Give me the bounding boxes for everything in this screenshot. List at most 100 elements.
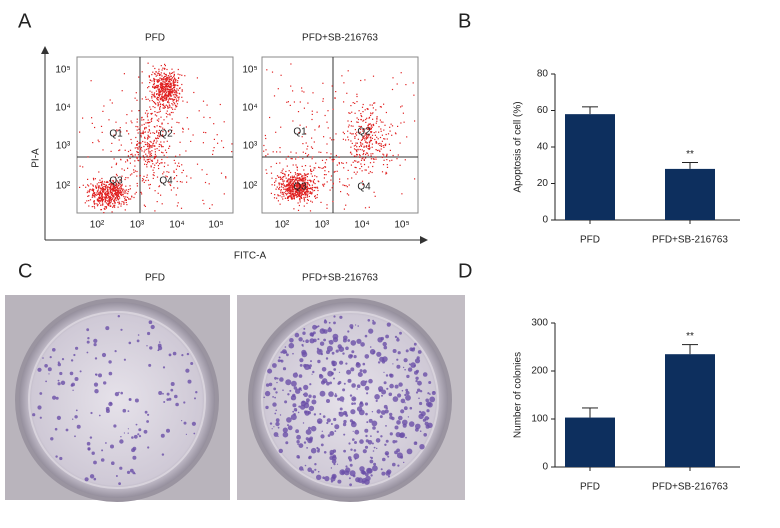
cell-dot [169,72,170,73]
cell-dot [350,140,351,141]
cell-dot [358,122,359,123]
cell-dot [180,142,181,143]
colony [339,316,342,319]
cell-dot [370,113,371,114]
cell-dot [109,205,110,206]
colony [302,345,303,346]
colony [115,350,117,352]
cell-dot [171,89,172,90]
cell-dot [138,77,139,78]
colony [128,433,129,434]
colony [308,395,311,398]
colony [329,456,333,460]
cell-dot [157,160,158,161]
cell-dot [101,198,102,199]
cell-dot [364,140,365,141]
cell-dot [290,193,291,194]
colony [348,442,350,444]
y-tick-label: 10² [56,181,71,192]
colony [184,422,187,425]
cell-dot [117,194,118,195]
colony [175,403,179,407]
cell-dot [343,167,344,168]
cell-dot [281,172,282,173]
colony [415,377,418,380]
cell-dot [154,83,155,84]
cell-dot [283,189,284,190]
cell-dot [83,185,84,186]
cell-dot [300,125,301,126]
cell-dot [266,173,267,174]
cell-dot [202,200,203,201]
photo-title: PFD+SB-216763 [302,273,378,284]
cell-dot [299,205,300,206]
cell-dot [303,169,304,170]
cell-dot [121,168,122,169]
colony [388,476,390,478]
cell-dot [153,78,154,79]
cell-dot [265,155,266,156]
colony [285,379,291,385]
cell-dot [104,206,105,207]
cell-dot [158,69,159,70]
cell-dot [370,123,371,124]
cell-dot [286,158,287,159]
colony [357,384,361,388]
cell-dot [176,101,177,102]
cell-dot [115,191,116,192]
colony [133,447,137,451]
cell-dot [326,204,327,205]
cell-dot [353,162,354,163]
cell-dot [307,196,308,197]
cell-dot [375,135,376,136]
cell-dot [356,121,357,122]
cell-dot [106,206,107,207]
cell-dot [162,93,163,94]
cell-dot [97,183,98,184]
cell-dot [384,138,385,139]
colony [272,396,274,398]
colony [365,335,368,338]
cell-dot [123,196,124,197]
colony [349,459,352,462]
cell-dot [106,202,107,203]
cell-dot [295,158,296,159]
cell-dot [223,147,224,148]
cell-dot [288,192,289,193]
cell-dot [163,86,164,87]
colony [384,444,386,446]
cell-dot [139,146,140,147]
cell-dot [395,132,396,133]
cell-dot [212,154,213,155]
cell-dot [339,181,340,182]
cell-dot [158,104,159,105]
cell-dot [386,134,387,135]
cell-dot [402,105,403,106]
colony [351,422,357,428]
cell-dot [345,139,346,140]
cell-dot [142,82,143,83]
cell-dot [120,188,121,189]
cell-dot [148,149,149,150]
colony [147,332,150,335]
cell-dot [305,165,306,166]
cell-dot [355,129,356,130]
colony [349,477,351,479]
cell-dot [304,200,305,201]
colony [115,392,119,396]
cell-dot [293,208,294,209]
cell-dot [273,151,274,152]
cell-dot [117,187,118,188]
cell-dot [153,170,154,171]
cell-dot [372,166,373,167]
cell-dot [130,163,131,164]
colony [52,396,56,400]
colony [57,416,61,420]
cell-dot [313,170,314,171]
cell-dot [172,91,173,92]
cell-dot [174,177,175,178]
cell-dot [288,198,289,199]
cell-dot [355,133,356,134]
cell-dot [358,161,359,162]
colony [303,328,305,330]
